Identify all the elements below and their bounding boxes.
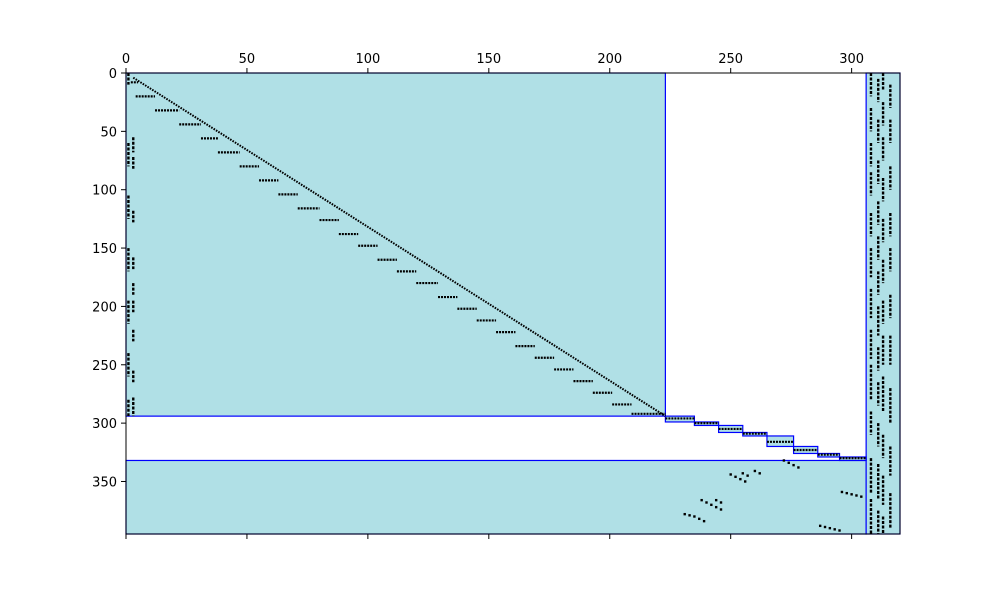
nonzero-point bbox=[739, 477, 742, 481]
x-tick-label: 150 bbox=[476, 52, 501, 67]
nonzero-point bbox=[714, 505, 718, 509]
y-axis-ticks: 0 50 100 150 200 250 300 350 bbox=[92, 67, 126, 490]
nonzero-point bbox=[753, 469, 757, 473]
nonzero-point bbox=[705, 501, 708, 504]
y-tick-label: 200 bbox=[92, 300, 117, 315]
nonzero-point bbox=[792, 463, 795, 467]
x-tick-label: 300 bbox=[839, 52, 864, 67]
nonzero-point bbox=[782, 459, 786, 462]
nonzero-point bbox=[797, 466, 800, 469]
x-tick-label: 100 bbox=[355, 52, 380, 67]
nonzero-point bbox=[818, 524, 822, 528]
nonzero-point bbox=[741, 472, 744, 475]
x-tick-label: 200 bbox=[597, 52, 622, 67]
x-tick-label: 250 bbox=[718, 52, 743, 67]
nonzero-point bbox=[828, 526, 832, 530]
nonzero-point bbox=[838, 529, 841, 532]
nonzero-point bbox=[693, 515, 696, 518]
y-tick-label: 50 bbox=[100, 125, 117, 140]
nonzero-point bbox=[710, 503, 713, 507]
blocks-layer bbox=[125, 72, 901, 535]
nonzero-point bbox=[833, 528, 836, 531]
y-tick-label: 350 bbox=[92, 475, 117, 490]
nonzero-point bbox=[758, 472, 761, 475]
nonzero-point bbox=[734, 475, 737, 479]
nonzero-point bbox=[744, 480, 747, 483]
nonzero-point bbox=[787, 461, 790, 465]
x-tick-label: 0 bbox=[122, 52, 130, 67]
nonzero-point bbox=[855, 494, 858, 497]
diagonal-band bbox=[132, 76, 666, 417]
nonzero-point bbox=[860, 495, 863, 498]
nonzero-point bbox=[714, 498, 718, 502]
nonzero-point bbox=[746, 474, 749, 477]
nonzero-point bbox=[683, 512, 686, 516]
nonzero-point bbox=[850, 493, 853, 496]
x-axis-ticks: 0 50 100 150 200 250 300 bbox=[122, 52, 864, 539]
y-tick-label: 0 bbox=[109, 67, 117, 82]
axes-frame bbox=[125, 72, 901, 535]
nonzero-point bbox=[845, 491, 848, 495]
x-tick-label: 50 bbox=[239, 52, 256, 67]
markers-layer bbox=[127, 73, 892, 534]
y-tick-label: 250 bbox=[92, 359, 117, 374]
nonzero-point bbox=[700, 498, 703, 502]
nonzero-point bbox=[840, 490, 844, 494]
nonzero-point bbox=[698, 517, 701, 521]
y-tick-label: 100 bbox=[92, 184, 117, 199]
y-tick-label: 300 bbox=[92, 417, 117, 432]
y-tick-label: 150 bbox=[92, 242, 117, 257]
nonzero-point bbox=[823, 525, 827, 529]
nonzero-point bbox=[719, 501, 723, 504]
nonzero-point bbox=[729, 473, 732, 476]
nonzero-point bbox=[688, 514, 691, 517]
nonzero-point bbox=[702, 519, 706, 523]
nonzero-point bbox=[719, 508, 723, 511]
